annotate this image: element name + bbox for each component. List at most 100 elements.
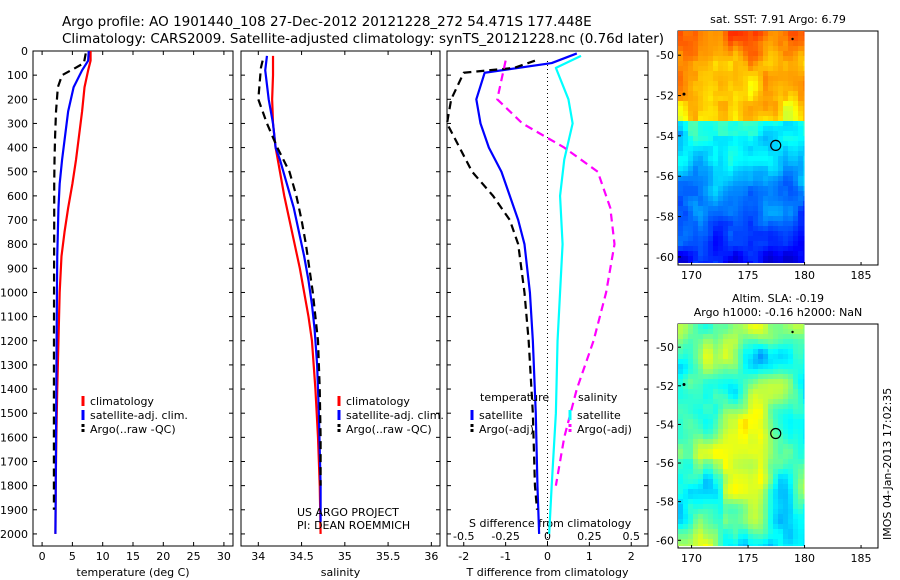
- heatmap-cell: [773, 329, 778, 334]
- heatmap-cell: [743, 444, 748, 449]
- heatmap-cell: [703, 349, 708, 354]
- heatmap-cell: [753, 399, 758, 404]
- heatmap-cell: [683, 519, 688, 524]
- heatmap-cell: [703, 241, 708, 246]
- heatmap-cell: [703, 71, 708, 76]
- heatmap-cell: [713, 389, 718, 394]
- salinity-series-0: [271, 55, 322, 534]
- heatmap-cell: [753, 191, 758, 196]
- heatmap-cell: [798, 539, 803, 544]
- heatmap-cell: [803, 539, 805, 544]
- heatmap-cell: [703, 444, 708, 449]
- heatmap-cell: [788, 359, 793, 364]
- heatmap-cell: [778, 111, 783, 116]
- heatmap-cell: [763, 534, 768, 539]
- heatmap-cell: [798, 524, 803, 529]
- heatmap-cell: [763, 186, 768, 191]
- heatmap-cell: [778, 434, 783, 439]
- heatmap-cell: [733, 216, 738, 221]
- heatmap-cell: [793, 171, 798, 176]
- heatmap-cell: [753, 181, 758, 186]
- heatmap-cell: [683, 379, 688, 384]
- heatmap-cell: [693, 414, 698, 419]
- heatmap-cell: [798, 449, 803, 454]
- heatmap-cell: [723, 409, 728, 414]
- heatmap-cell: [718, 91, 723, 96]
- heatmap-cell: [778, 211, 783, 216]
- heatmap-cell: [723, 394, 728, 399]
- heatmap-cell: [683, 46, 688, 51]
- heatmap-cell: [698, 221, 703, 226]
- heatmap-cell: [708, 236, 713, 241]
- heatmap-cell: [678, 231, 683, 236]
- heatmap-cell: [678, 121, 683, 126]
- heatmap-cell: [738, 324, 743, 329]
- heatmap-cell: [708, 489, 713, 494]
- heatmap-cell: [723, 379, 728, 384]
- heatmap-cell: [688, 514, 693, 519]
- heatmap-cell: [693, 206, 698, 211]
- heatmap-cell: [773, 211, 778, 216]
- heatmap-cell: [753, 529, 758, 534]
- x-tick-label: 36: [424, 550, 438, 563]
- heatmap-cell: [683, 514, 688, 519]
- heatmap-cell: [743, 71, 748, 76]
- heatmap-cell: [768, 176, 773, 181]
- heatmap-cell: [708, 544, 713, 547]
- heatmap-cell: [718, 509, 723, 514]
- heatmap-cell: [743, 409, 748, 414]
- heatmap-cell: [763, 236, 768, 241]
- heatmap-cell: [713, 36, 718, 41]
- heatmap-cell: [753, 414, 758, 419]
- heatmap-cell: [718, 116, 723, 121]
- heatmap-cell: [718, 494, 723, 499]
- heatmap-cell: [723, 424, 728, 429]
- heatmap-cell: [713, 434, 718, 439]
- heatmap-cell: [703, 31, 708, 36]
- heatmap-cell: [733, 499, 738, 504]
- heatmap-cell: [728, 409, 733, 414]
- heatmap-cell: [763, 111, 768, 116]
- heatmap-cell: [738, 146, 743, 151]
- heatmap-cell: [708, 246, 713, 251]
- heatmap-cell: [688, 369, 693, 374]
- heatmap-cell: [798, 166, 803, 171]
- heatmap-cell: [743, 231, 748, 236]
- heatmap-cell: [738, 236, 743, 241]
- heatmap-cell: [753, 364, 758, 369]
- heatmap-cell: [768, 106, 773, 111]
- heatmap-cell: [728, 66, 733, 71]
- heatmap-cell: [783, 256, 788, 261]
- heatmap-cell: [768, 544, 773, 547]
- heatmap-cell: [803, 344, 805, 349]
- heatmap-cell: [743, 251, 748, 256]
- heatmap-cell: [753, 339, 758, 344]
- heatmap-cell: [723, 61, 728, 66]
- heatmap-cell: [743, 31, 748, 36]
- heatmap-cell: [793, 354, 798, 359]
- heatmap-cell: [693, 459, 698, 464]
- heatmap-cell: [718, 539, 723, 544]
- heatmap-cell: [733, 226, 738, 231]
- heatmap-cell: [783, 529, 788, 534]
- heatmap-cell: [798, 389, 803, 394]
- heatmap-cell: [733, 161, 738, 166]
- heatmap-cell: [718, 186, 723, 191]
- heatmap-cell: [708, 226, 713, 231]
- heatmap-cell: [713, 116, 718, 121]
- top-axis-tick-label: 0.25: [577, 530, 602, 543]
- heatmap-cell: [713, 469, 718, 474]
- heatmap-cell: [728, 539, 733, 544]
- heatmap-cell: [683, 126, 688, 131]
- heatmap-cell: [788, 96, 793, 101]
- heatmap-cell: [678, 156, 683, 161]
- heatmap-cell: [693, 31, 698, 36]
- heatmap-cell: [803, 374, 805, 379]
- heatmap-cell: [683, 539, 688, 544]
- heatmap-cell: [728, 354, 733, 359]
- heatmap-cell: [683, 136, 688, 141]
- heatmap-cell: [778, 369, 783, 374]
- heatmap-cell: [693, 509, 698, 514]
- heatmap-cell: [758, 176, 763, 181]
- heatmap-cell: [703, 429, 708, 434]
